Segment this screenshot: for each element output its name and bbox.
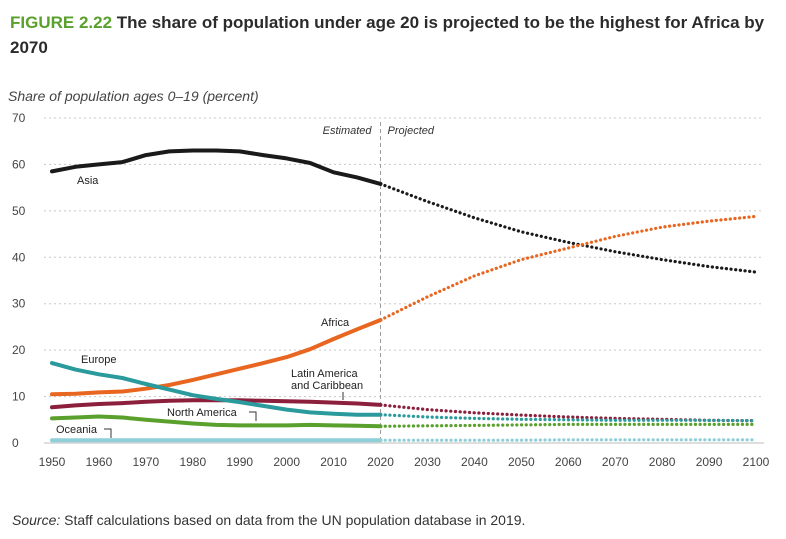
- y-tick-label: 20: [12, 343, 26, 357]
- y-tick-label: 50: [12, 204, 26, 218]
- x-tick-label: 1950: [39, 455, 66, 469]
- x-tick-label: 1980: [179, 455, 206, 469]
- x-tick-label: 2050: [508, 455, 535, 469]
- label-latin-america: Latin America and Caribbean: [291, 368, 363, 392]
- x-tick-label: 2060: [555, 455, 582, 469]
- leader-oceania: [104, 428, 112, 438]
- projected-label: Projected: [388, 125, 435, 137]
- leader-north-america: [249, 411, 257, 421]
- x-tick-label: 1990: [226, 455, 253, 469]
- label-africa: Africa: [321, 317, 350, 329]
- x-tick-label: 2090: [696, 455, 723, 469]
- y-tick-label: 60: [12, 157, 26, 171]
- x-tick-label: 2040: [461, 455, 488, 469]
- label-oceania: Oceania: [56, 424, 98, 436]
- figure-title-text: The share of population under age 20 is …: [10, 13, 765, 57]
- y-tick-label: 70: [12, 111, 26, 125]
- label-europe: Europe: [81, 354, 116, 366]
- series-line-estimated-4: [50, 414, 383, 429]
- label-asia: Asia: [77, 175, 99, 187]
- label-north-america: North America: [167, 407, 238, 419]
- x-tick-label: 2020: [367, 455, 394, 469]
- series-line-estimated-1: [50, 318, 383, 397]
- figure-title: FIGURE 2.22 The share of population unde…: [10, 10, 776, 60]
- series-line-estimated-0: [50, 148, 383, 186]
- source-note: Source: Staff calculations based on data…: [12, 512, 525, 528]
- axis-subtitle: Share of population ages 0–19 (percent): [8, 88, 259, 104]
- x-tick-label: 2070: [602, 455, 629, 469]
- x-tick-label: 2080: [649, 455, 676, 469]
- series-line-estimated-3: [50, 361, 383, 417]
- figure-label: FIGURE 2.22: [10, 13, 113, 32]
- x-tick-label: 2000: [273, 455, 300, 469]
- x-tick-label: 2030: [414, 455, 441, 469]
- y-tick-label: 30: [12, 297, 26, 311]
- series-line-projected-3: [378, 413, 758, 423]
- y-tick-label: 10: [12, 390, 26, 404]
- series-line-projected-1: [378, 214, 758, 322]
- y-tick-label: 0: [12, 436, 19, 450]
- series-line-projected-0: [378, 182, 758, 274]
- x-tick-label: 1970: [133, 455, 160, 469]
- source-label: Source:: [12, 512, 61, 528]
- estimated-label: Estimated: [323, 125, 373, 137]
- series-line-projected-2: [378, 403, 758, 423]
- x-tick-label: 2100: [743, 455, 770, 469]
- x-tick-label: 1960: [86, 455, 113, 469]
- series-line-projected-4: [378, 422, 758, 428]
- y-tick-label: 40: [12, 250, 26, 264]
- source-text: Staff calculations based on data from th…: [64, 512, 526, 528]
- x-tick-label: 2010: [320, 455, 347, 469]
